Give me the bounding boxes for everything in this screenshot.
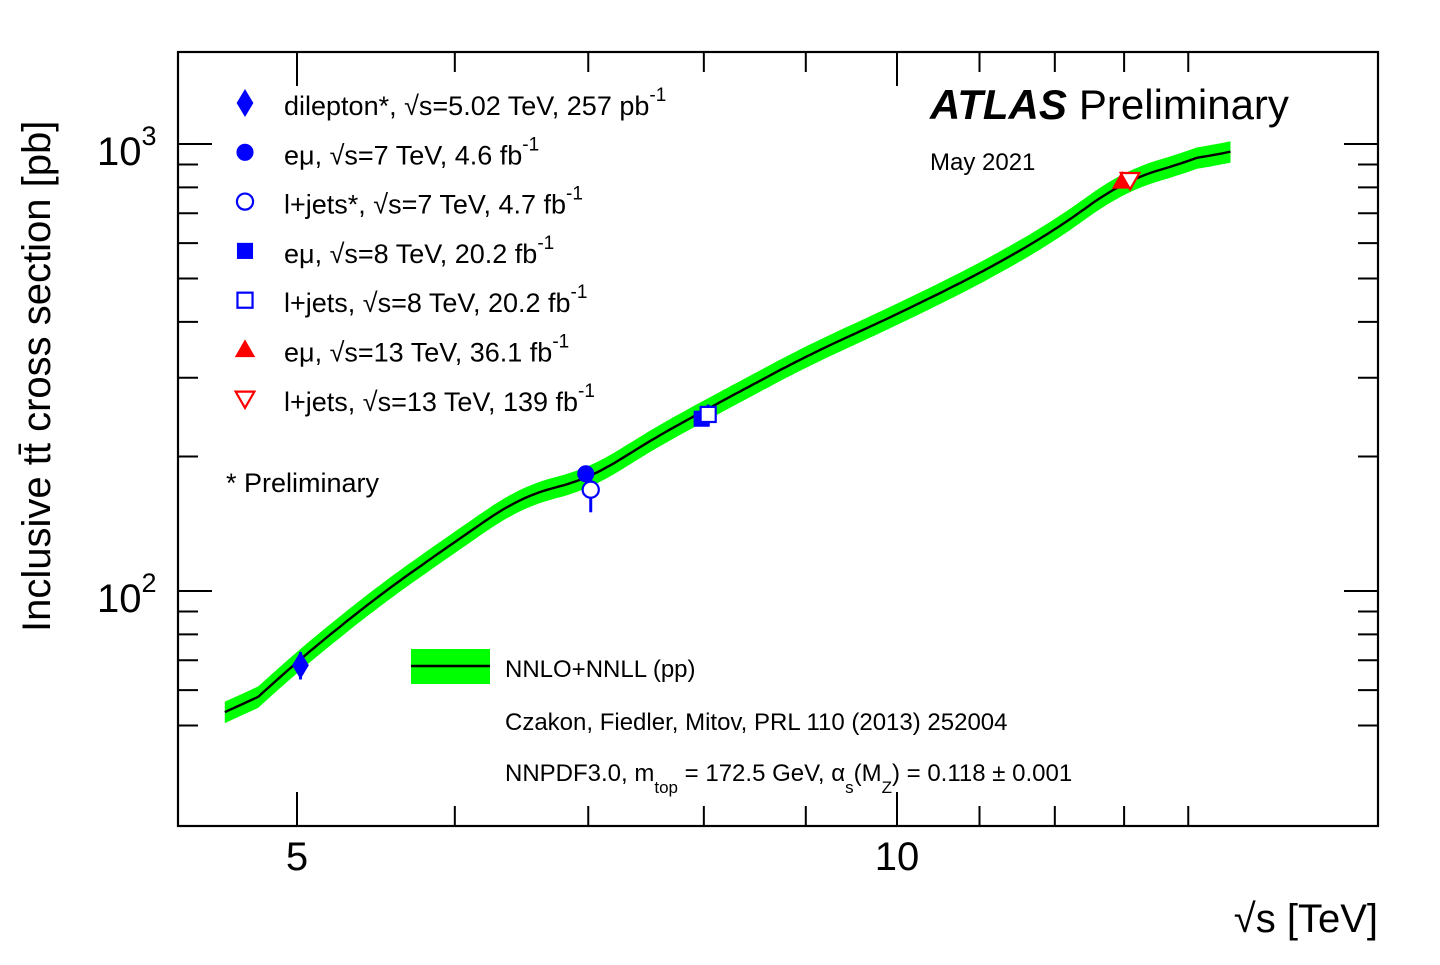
legend-label-1: eμ, √s=7 TeV, 4.6 fb-1 (284, 134, 539, 170)
x-tick-label-10: 10 (875, 835, 920, 879)
theory-pdf-info: NNPDF3.0, mtop = 172.5 GeV, αs(MZ) = 0.1… (505, 760, 1072, 797)
data-point-0 (292, 651, 309, 680)
legend-label-2: l+jets*, √s=7 TeV, 4.7 fb-1 (284, 184, 583, 220)
experiment-date: May 2021 (930, 149, 1035, 176)
legend-marker-4 (236, 291, 254, 309)
legend-label-6: l+jets, √s=13 TeV, 139 fb-1 (284, 381, 595, 417)
legend-marker-6 (233, 390, 257, 411)
y-tick-label-1000: 103 (97, 121, 157, 174)
legend: dilepton*, √s=5.02 TeV, 257 pb-1 eμ, √s=7… (233, 85, 666, 417)
legend-marker-5 (234, 339, 256, 358)
data-points (292, 170, 1142, 680)
preliminary-footnote: * Preliminary (226, 468, 380, 498)
x-axis-title: √s [TeV] (1234, 897, 1378, 941)
axis-ticks (178, 52, 1378, 826)
experiment-label: ATLAS Preliminary (929, 81, 1289, 128)
y-tick-label-100: 102 (97, 568, 157, 621)
legend-marker-2 (235, 192, 255, 211)
theory-label: NNLO+NNLL (pp) (505, 656, 696, 683)
legend-label-5: eμ, √s=13 TeV, 36.1 fb-1 (284, 332, 569, 368)
legend-marker-0 (236, 89, 254, 117)
legend-marker-1 (236, 143, 254, 161)
theory-central-line (224, 150, 1231, 714)
legend-marker-3 (236, 242, 254, 259)
y-axis-title: Inclusive tt̄ cross section [pb] (15, 121, 59, 632)
data-point-6 (1118, 171, 1142, 192)
theory-uncertainty-band (224, 141, 1231, 724)
legend-label-0: dilepton*, √s=5.02 TeV, 257 pb-1 (284, 85, 666, 121)
plot-frame (176, 50, 1380, 828)
legend-label-3: eμ, √s=8 TeV, 20.2 fb-1 (284, 233, 554, 269)
legend-label-4: l+jets, √s=8 TeV, 20.2 fb-1 (284, 282, 587, 318)
data-point-4 (699, 405, 717, 424)
x-tick-label-5: 5 (286, 835, 308, 879)
theory-reference: Czakon, Fiedler, Mitov, PRL 110 (2013) 2… (505, 709, 1008, 736)
data-point-2 (581, 480, 600, 499)
